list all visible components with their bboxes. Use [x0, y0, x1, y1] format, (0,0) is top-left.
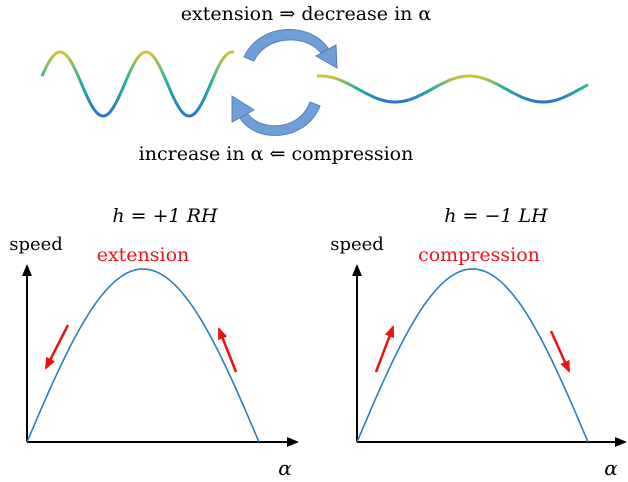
speed-curve — [26, 268, 260, 443]
red-arrow-down — [549, 330, 571, 373]
speed-curve — [356, 268, 589, 443]
x-axis-label: α — [604, 456, 618, 480]
panel-rh: h = +1 RH speed extension α — [9, 205, 299, 480]
panel-title: h = +1 RH — [112, 205, 218, 227]
top-caption: extension ⇒ decrease in α — [181, 3, 432, 25]
y-axis-label: speed — [330, 234, 384, 255]
red-arrow-up — [374, 325, 395, 373]
red-arrow-down — [44, 324, 70, 370]
small-amplitude-wave — [316, 74, 589, 104]
bottom-caption: increase in α ⇐ compression — [139, 143, 414, 165]
y-axis-label: speed — [9, 234, 63, 255]
x-axis-label: α — [278, 456, 292, 480]
circular-arrow-top-icon — [243, 29, 338, 69]
panel-lh: h = −1 LH speed compression α — [330, 205, 627, 480]
circular-arrow-bottom-icon — [231, 95, 321, 136]
curve-label: extension — [97, 244, 190, 266]
curve-label: compression — [418, 244, 540, 266]
red-arrow-up — [217, 327, 238, 373]
large-amplitude-wave — [40, 50, 235, 118]
panel-title: h = −1 LH — [444, 205, 548, 227]
